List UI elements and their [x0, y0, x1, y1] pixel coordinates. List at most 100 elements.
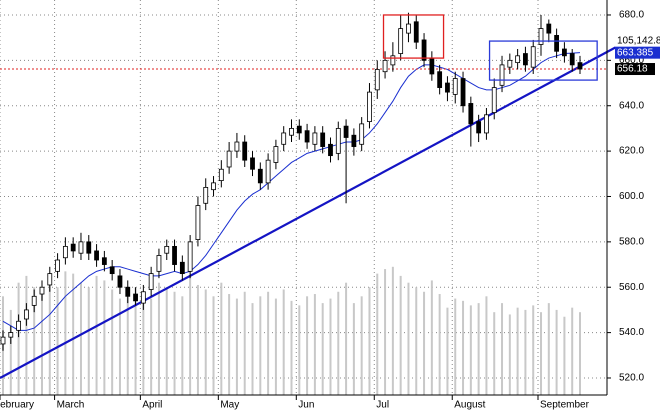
candle-body	[172, 245, 177, 265]
candle-body	[335, 128, 341, 154]
volume-bar	[173, 291, 176, 395]
candle-body	[289, 128, 294, 136]
candle-body	[281, 132, 287, 145]
volume-bar	[134, 287, 137, 395]
volume-bar	[516, 307, 519, 395]
volume-bar	[118, 298, 121, 395]
volume-bar	[345, 282, 348, 395]
volume-bar	[454, 298, 457, 395]
candle-body	[109, 266, 115, 275]
volume-bar	[555, 309, 558, 395]
volume-bar	[165, 287, 168, 395]
x-tick-label: September	[540, 400, 590, 411]
candle-body	[530, 46, 536, 68]
volume-bar	[274, 298, 277, 395]
candle-body	[421, 39, 427, 61]
volume-bar	[469, 305, 472, 395]
y-tick-label: 640.0	[619, 100, 644, 111]
volume-bar	[111, 289, 114, 395]
candle-body	[445, 82, 450, 93]
candle-body	[538, 28, 544, 45]
moving-average	[2, 52, 581, 331]
volume-bar	[540, 312, 543, 395]
candle-body	[320, 132, 326, 147]
candle-body	[226, 150, 232, 168]
candle-body	[484, 114, 489, 134]
candle-body	[164, 245, 170, 254]
volume-bar	[33, 287, 36, 395]
candle-body	[460, 78, 466, 107]
candle-body	[296, 125, 302, 134]
volume-bar	[524, 309, 527, 395]
candle-body	[94, 250, 99, 261]
candle-body	[140, 291, 146, 304]
candle-body	[499, 64, 505, 86]
x-tick-label: Jul	[376, 400, 389, 411]
candle-body	[234, 141, 240, 152]
volume-bar	[220, 282, 223, 395]
x-tick-label: May	[220, 400, 239, 411]
volume-bar	[181, 296, 184, 395]
candle-body	[437, 71, 443, 88]
volume-bar	[376, 273, 379, 395]
volume-bar	[259, 296, 262, 395]
volume-bar	[485, 296, 488, 395]
x-tick-label: Jun	[298, 400, 314, 411]
volume-bar	[313, 294, 316, 395]
volume-bar	[501, 303, 504, 395]
candle-body	[179, 261, 185, 275]
candle-body	[273, 146, 279, 163]
candle-body	[78, 241, 84, 254]
volume-bar	[290, 300, 293, 395]
x-tick-label: August	[454, 400, 485, 411]
y-tick-label: 660.0	[619, 55, 644, 66]
candle-body	[343, 125, 349, 138]
x-tick-label: April	[142, 400, 162, 411]
volume-bar	[40, 291, 43, 395]
candle-body	[554, 34, 560, 52]
y-tick-label: 620.0	[619, 146, 644, 157]
candle-body	[351, 134, 357, 147]
candle-body	[312, 132, 318, 145]
candle-body	[390, 55, 396, 66]
candle-body	[359, 123, 365, 145]
y-tick-label: 600.0	[619, 191, 644, 202]
volume-bar	[399, 275, 402, 395]
candle-body	[156, 255, 162, 272]
candle-body	[398, 28, 404, 54]
volume-bar	[430, 280, 433, 395]
volume-bar	[493, 312, 496, 395]
volume-bar	[532, 305, 535, 395]
candle-body	[125, 286, 131, 297]
candle-body	[250, 157, 255, 170]
volume-bar	[329, 298, 332, 395]
volume-bar	[407, 282, 410, 395]
candle-body	[31, 295, 37, 306]
volume-bar	[579, 312, 581, 395]
candle-body	[406, 23, 411, 34]
candle-body	[47, 273, 53, 286]
candle-body	[86, 241, 92, 254]
candle-body	[546, 23, 552, 34]
volume-bar	[72, 273, 75, 395]
volume-bar	[150, 298, 153, 395]
volume-bar	[298, 305, 301, 395]
volume-tag-bg	[615, 35, 660, 47]
candle-body	[16, 320, 21, 331]
volume-bar	[547, 303, 550, 395]
volume-bar	[306, 296, 309, 395]
volume-bar	[438, 294, 441, 395]
candle-body	[577, 62, 583, 70]
price-tag: 656.18	[617, 64, 648, 75]
candle-body	[39, 286, 45, 295]
candle-body	[328, 143, 333, 157]
candle-body	[203, 187, 209, 204]
volume-bar	[446, 307, 449, 395]
candle-body	[187, 241, 193, 272]
candle-body	[70, 243, 76, 252]
volume-bar	[251, 303, 254, 395]
volume-bar	[243, 291, 246, 395]
x-tick-label: February	[0, 400, 34, 411]
